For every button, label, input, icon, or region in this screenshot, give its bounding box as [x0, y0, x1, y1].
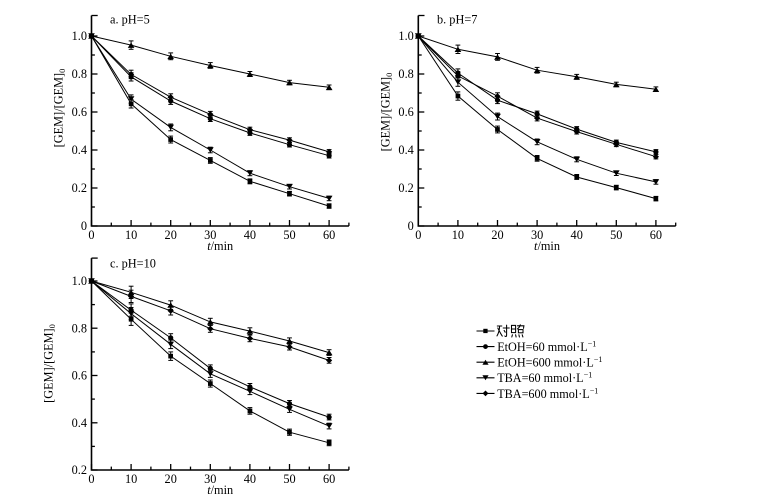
- svg-text:50: 50: [283, 472, 295, 486]
- svg-text:10: 10: [125, 472, 137, 486]
- svg-text:60: 60: [323, 472, 335, 486]
- svg-text:20: 20: [165, 228, 177, 242]
- svg-text:50: 50: [283, 228, 295, 242]
- svg-text:c. pH=10: c. pH=10: [110, 256, 156, 270]
- svg-text:60: 60: [650, 228, 662, 242]
- svg-text:1.0: 1.0: [398, 29, 413, 43]
- svg-text:30: 30: [204, 228, 216, 242]
- svg-text:50: 50: [610, 228, 622, 242]
- svg-text:0.4: 0.4: [72, 416, 87, 430]
- svg-text:0.8: 0.8: [72, 67, 87, 81]
- svg-text:0: 0: [415, 228, 421, 242]
- svg-text:TBA=600 mmol·L−1: TBA=600 mmol·L−1: [497, 386, 598, 401]
- svg-text:t/min: t/min: [207, 483, 233, 497]
- svg-text:0.2: 0.2: [398, 181, 413, 195]
- svg-text:20: 20: [165, 472, 177, 486]
- svg-text:20: 20: [491, 228, 503, 242]
- svg-text:40: 40: [244, 228, 256, 242]
- svg-text:b. pH=7: b. pH=7: [437, 13, 477, 27]
- svg-text:[GEM]/[GEM]0: [GEM]/[GEM]0: [52, 69, 68, 148]
- svg-text:0.6: 0.6: [72, 105, 87, 119]
- svg-text:0.4: 0.4: [72, 143, 87, 157]
- svg-text:10: 10: [452, 228, 464, 242]
- svg-text:0.2: 0.2: [72, 181, 87, 195]
- svg-text:30: 30: [204, 472, 216, 486]
- svg-text:[GEM]/[GEM]0: [GEM]/[GEM]0: [42, 324, 58, 403]
- svg-text:0: 0: [88, 472, 94, 486]
- svg-text:1.0: 1.0: [72, 29, 87, 43]
- svg-text:[GEM]/[GEM]0: [GEM]/[GEM]0: [379, 73, 395, 152]
- svg-text:0: 0: [81, 219, 87, 233]
- svg-text:0.6: 0.6: [398, 105, 413, 119]
- svg-text:0.4: 0.4: [398, 143, 413, 157]
- svg-text:t/min: t/min: [534, 239, 560, 253]
- svg-text:0: 0: [88, 228, 94, 242]
- svg-text:EtOH=60 mmol·L−1: EtOH=60 mmol·L−1: [497, 340, 596, 355]
- svg-text:TBA=60 mmol·L−1: TBA=60 mmol·L−1: [497, 371, 592, 386]
- svg-text:40: 40: [571, 228, 583, 242]
- svg-text:0: 0: [408, 219, 414, 233]
- svg-text:0.8: 0.8: [398, 67, 413, 81]
- svg-text:40: 40: [244, 472, 256, 486]
- svg-text:t/min: t/min: [207, 239, 233, 253]
- svg-text:0.2: 0.2: [72, 463, 87, 477]
- svg-text:EtOH=600 mmol·L−1: EtOH=600 mmol·L−1: [497, 355, 602, 370]
- svg-text:10: 10: [125, 228, 137, 242]
- svg-text:30: 30: [531, 228, 543, 242]
- svg-text:0.8: 0.8: [72, 321, 87, 335]
- svg-text:0.6: 0.6: [72, 369, 87, 383]
- svg-text:1.0: 1.0: [72, 274, 87, 288]
- svg-text:a. pH=5: a. pH=5: [110, 13, 150, 27]
- svg-text:60: 60: [323, 228, 335, 242]
